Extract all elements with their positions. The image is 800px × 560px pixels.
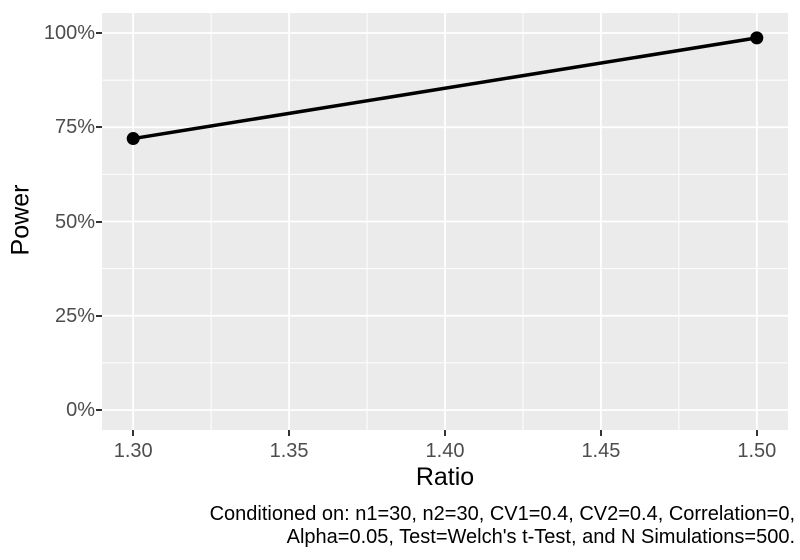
x-tick-mark: [444, 430, 446, 436]
y-tick-mark: [96, 220, 102, 223]
y-tick-label: 25%: [54, 304, 95, 327]
caption-line: Conditioned on: n1=30, n2=30, CV1=0.4, C…: [209, 503, 795, 525]
x-tick-mark: [132, 430, 135, 436]
plot-caption: Conditioned on: n1=30, n2=30, CV1=0.4, C…: [210, 503, 795, 549]
y-tick-label: 50%: [54, 210, 95, 233]
x-axis-title: Ratio: [415, 463, 475, 491]
y-tick-mark: [96, 126, 102, 129]
data-point: [750, 31, 764, 45]
x-tick-mark: [599, 430, 602, 436]
x-tick-label: 1.45: [581, 440, 621, 462]
x-tick-label: 1.35: [269, 440, 309, 462]
y-tick-label: 0%: [66, 399, 95, 422]
data-point: [126, 132, 140, 146]
x-tick-label: 1.50: [737, 440, 777, 462]
y-tick-mark: [96, 314, 102, 317]
y-tick-mark: [96, 31, 102, 34]
x-tick-label: 1.30: [113, 440, 153, 462]
x-tick-mark: [755, 430, 758, 436]
y-tick-label: 75%: [54, 116, 95, 139]
y-axis-title: Power: [6, 184, 35, 256]
y-tick-label: 100%: [43, 21, 95, 44]
plot-panel: [102, 13, 788, 430]
y-tick-mark: [96, 409, 102, 412]
series-line: [132, 36, 758, 141]
x-tick-mark: [288, 430, 291, 436]
caption-line: Alpha=0.05, Test=Welch's t-Test, and N S…: [286, 526, 795, 548]
x-tick-label: 1.40: [425, 440, 465, 462]
plot-canvas: [102, 13, 788, 430]
